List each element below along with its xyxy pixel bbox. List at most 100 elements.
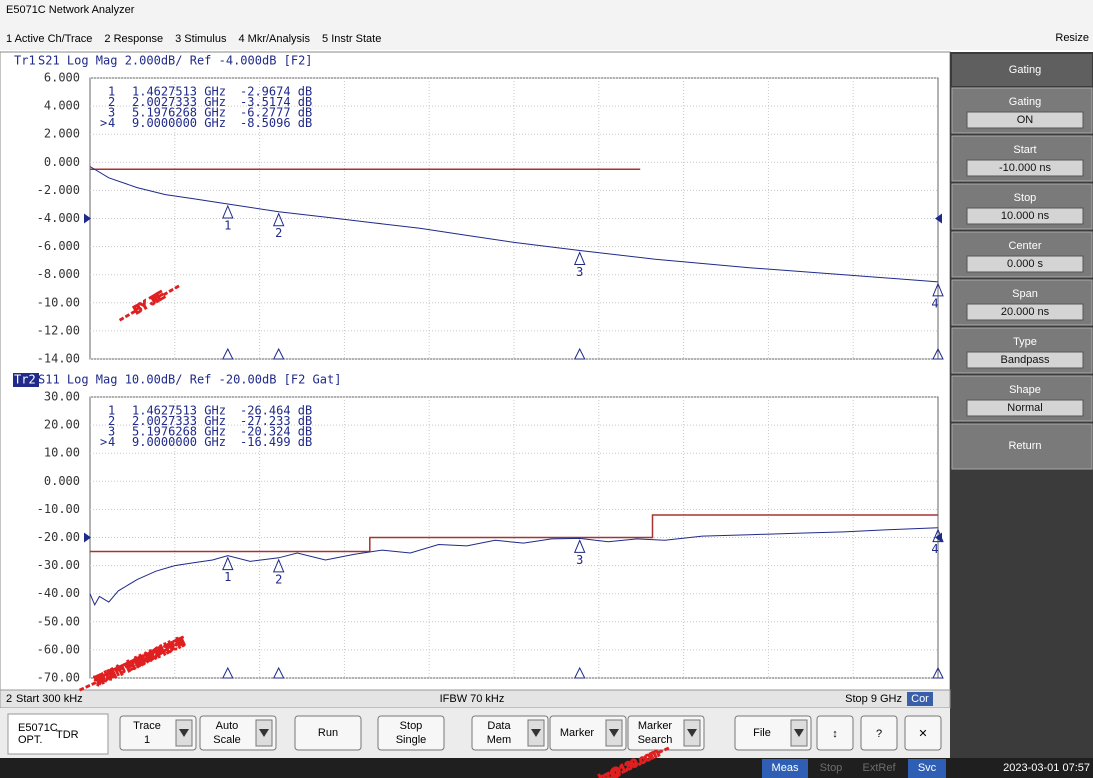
softkey-value-box bbox=[966, 255, 1084, 273]
button-label: Data bbox=[487, 720, 511, 732]
top-bar bbox=[0, 0, 1093, 50]
softkey-label: Type bbox=[1013, 336, 1037, 348]
icon-button[interactable] bbox=[904, 715, 942, 751]
softkey-value-box bbox=[966, 159, 1084, 177]
status-indicator: Stop bbox=[820, 762, 843, 774]
softkey-label: Span bbox=[1012, 288, 1038, 300]
marker-symbol bbox=[272, 558, 285, 573]
logo-model: E5071C bbox=[18, 722, 58, 734]
marker-value: -27.233 dB bbox=[240, 414, 312, 428]
status-indicator: Meas bbox=[772, 762, 799, 774]
icon-button[interactable] bbox=[860, 715, 898, 751]
marker-symbol bbox=[932, 282, 944, 297]
button-label: File bbox=[753, 727, 771, 739]
softkey-label: Center bbox=[1008, 240, 1041, 252]
cor: Cor bbox=[911, 693, 929, 705]
y-tick-label: 0.000 bbox=[44, 155, 80, 169]
y-tick-label: 0.000 bbox=[44, 474, 80, 488]
y-tick-label: 20.00 bbox=[44, 418, 80, 432]
icon: ✕ bbox=[918, 728, 927, 740]
softkey-value: 20.000 ns bbox=[1001, 306, 1050, 318]
channel-number: 2 bbox=[6, 693, 12, 705]
logo-name: TDR bbox=[56, 729, 79, 741]
trace-line bbox=[89, 166, 939, 283]
marker-value: -2.9674 dB bbox=[240, 85, 312, 99]
marker-value: -20.324 dB bbox=[240, 425, 312, 439]
dropdown-arrow bbox=[609, 729, 619, 737]
menu-item[interactable]: 4 Mkr/Analysis bbox=[238, 33, 310, 45]
marker-freq: 1.4627513 GHz bbox=[132, 85, 226, 99]
icon: ↕ bbox=[832, 728, 838, 740]
softkey-value-box bbox=[966, 207, 1084, 225]
icon-button[interactable] bbox=[816, 715, 854, 751]
marker-freq: 9.0000000 GHz bbox=[132, 116, 226, 130]
ref-arrow-left bbox=[84, 532, 91, 543]
button-label: Marker bbox=[560, 727, 595, 739]
marker-freq: 2.0027333 GHz bbox=[132, 95, 226, 109]
y-tick-label: 2.000 bbox=[44, 127, 80, 141]
y-tick-label: -6.000 bbox=[37, 239, 80, 253]
menu-item[interactable]: 2 Response bbox=[104, 33, 163, 45]
menu-item[interactable]: 3 Stimulus bbox=[175, 33, 227, 45]
dropdown-arrow bbox=[687, 729, 697, 737]
marker-symbol bbox=[932, 528, 944, 543]
marker-value: -8.5096 dB bbox=[240, 116, 312, 130]
marker-baseline-symbol bbox=[221, 666, 234, 679]
y-tick-label: -2.000 bbox=[37, 183, 80, 197]
start-freq: Start 300 kHz bbox=[16, 693, 83, 705]
menu-item[interactable]: 5 Instr State bbox=[322, 33, 381, 45]
y-tick-label: -12.00 bbox=[37, 323, 80, 337]
marker-baseline-symbol bbox=[272, 347, 285, 360]
button-label: Search bbox=[638, 734, 673, 746]
marker-baseline-symbol bbox=[272, 666, 285, 679]
softkey-value: ON bbox=[1017, 114, 1034, 126]
marker-freq: 5.1976268 GHz bbox=[132, 425, 226, 439]
softkey-title: Gating bbox=[1009, 64, 1041, 76]
dropdown-arrow bbox=[794, 729, 804, 737]
button-label: Marker bbox=[638, 720, 673, 732]
softkey-value-box bbox=[966, 111, 1084, 129]
y-tick-label: 4.000 bbox=[44, 99, 80, 113]
trace-line bbox=[89, 527, 939, 607]
marker-baseline-symbol bbox=[573, 347, 586, 360]
softkey-value: 10.000 ns bbox=[1001, 210, 1050, 222]
toolbar-button[interactable] bbox=[377, 715, 445, 751]
toolbar-button[interactable] bbox=[294, 715, 362, 751]
marker-label: 4 bbox=[931, 296, 938, 310]
resize[interactable]: Resize bbox=[1055, 32, 1089, 44]
instrument-status-bar bbox=[0, 758, 1093, 778]
ifbw: IFBW 70 kHz bbox=[440, 693, 505, 705]
marker-symbol bbox=[573, 539, 586, 553]
y-tick-label: -40.00 bbox=[37, 586, 80, 600]
marker-symbol bbox=[222, 556, 234, 571]
marker-freq: 9.0000000 GHz bbox=[132, 435, 226, 449]
softkey[interactable] bbox=[951, 423, 1093, 470]
cor-box bbox=[907, 692, 933, 706]
menu-item[interactable]: 1 Active Ch/Trace bbox=[6, 33, 92, 45]
marker-prefix: > bbox=[100, 116, 107, 130]
datetime: 2023-03-01 07:57 bbox=[1003, 762, 1090, 774]
ref-arrow-right bbox=[935, 213, 942, 224]
marker-symbol bbox=[573, 251, 586, 266]
status-indicator: ExtRef bbox=[862, 762, 896, 774]
softkey-value-box bbox=[966, 351, 1084, 369]
button-label: Single bbox=[396, 734, 427, 746]
softkey-label: Gating bbox=[1009, 96, 1041, 108]
marker-id: 4 bbox=[108, 435, 115, 449]
marker-label: 3 bbox=[576, 265, 583, 279]
trace-tag: Tr2 bbox=[14, 373, 36, 387]
marker-baseline-symbol bbox=[573, 666, 586, 679]
icon: ? bbox=[876, 728, 882, 740]
marker-id: 3 bbox=[108, 425, 115, 439]
marker-label: 3 bbox=[576, 553, 583, 567]
marker-value: -6.2777 dB bbox=[240, 106, 312, 120]
marker-value: -3.5174 dB bbox=[240, 95, 312, 109]
softkey-value-box bbox=[966, 303, 1084, 321]
y-tick-label: -20.00 bbox=[37, 530, 80, 544]
softkey-value: Bandpass bbox=[1001, 354, 1050, 366]
marker-id: 2 bbox=[108, 95, 115, 109]
marker-freq: 5.1976268 GHz bbox=[132, 106, 226, 120]
softkey-value: 0.000 s bbox=[1007, 258, 1044, 270]
